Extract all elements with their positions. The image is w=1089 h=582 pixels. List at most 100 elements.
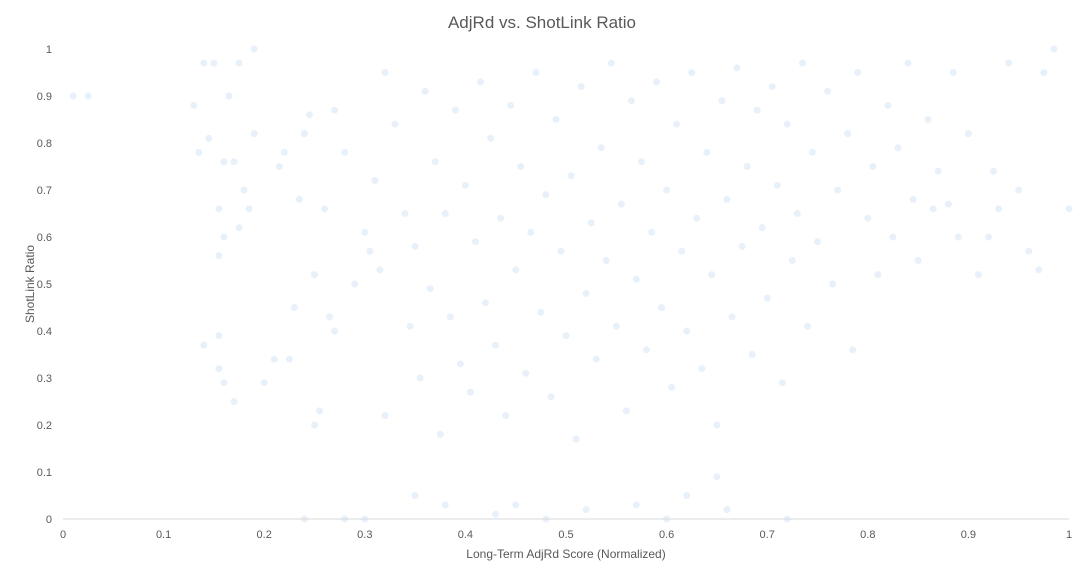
data-point <box>537 308 545 316</box>
data-point <box>305 111 313 119</box>
data-point <box>929 205 937 213</box>
data-point <box>220 233 228 241</box>
data-point <box>582 289 590 297</box>
x-tick-label: 0.9 <box>961 529 976 541</box>
data-point <box>738 242 746 250</box>
x-tick-label: 0.3 <box>357 529 372 541</box>
data-point <box>406 322 414 330</box>
x-tick-label: 0.7 <box>760 529 775 541</box>
data-point <box>512 266 520 274</box>
data-point <box>884 101 892 109</box>
data-point <box>627 97 635 105</box>
data-point <box>421 87 429 95</box>
data-point <box>225 92 233 100</box>
data-point <box>371 177 379 185</box>
y-tick-label: 0.6 <box>37 232 52 244</box>
data-point <box>678 247 686 255</box>
data-point <box>456 360 464 368</box>
x-tick-label: 0.1 <box>156 529 171 541</box>
data-point <box>612 322 620 330</box>
data-point <box>582 506 590 514</box>
data-point <box>522 369 530 377</box>
data-point <box>476 78 484 86</box>
data-point <box>904 59 912 67</box>
chart-title: AdjRd vs. ShotLink Ratio <box>448 13 636 32</box>
data-point <box>451 106 459 114</box>
data-point <box>572 435 580 443</box>
y-tick-label: 0.1 <box>37 467 52 479</box>
data-point <box>200 59 208 67</box>
x-tick-label: 1 <box>1066 529 1072 541</box>
data-point <box>728 313 736 321</box>
data-point <box>220 158 228 166</box>
data-point <box>788 257 796 264</box>
data-point <box>311 421 318 429</box>
data-point <box>990 167 998 175</box>
data-point <box>436 430 444 438</box>
data-point <box>381 412 389 420</box>
data-point <box>567 172 575 180</box>
data-point <box>1065 205 1073 213</box>
x-tick-label: 0.5 <box>558 529 573 541</box>
data-point <box>793 210 801 217</box>
data-point <box>195 148 203 156</box>
x-tick-label: 0.4 <box>458 529 473 541</box>
data-point <box>562 332 570 340</box>
x-tick-label: 0.2 <box>257 529 272 541</box>
data-point <box>773 181 781 189</box>
data-point <box>1050 45 1058 53</box>
data-point <box>270 355 278 363</box>
data-point <box>995 205 1003 213</box>
data-point <box>446 313 454 321</box>
data-point <box>723 506 731 514</box>
data-point <box>869 163 877 170</box>
data-point <box>708 271 716 279</box>
data-point <box>1015 186 1023 194</box>
data-point <box>713 473 721 481</box>
data-point <box>220 379 228 387</box>
data-point <box>597 144 605 152</box>
data-point <box>778 379 786 387</box>
data-point <box>703 148 711 156</box>
data-point <box>768 83 776 91</box>
data-point <box>985 233 993 241</box>
data-point <box>557 247 565 255</box>
data-point <box>376 266 384 274</box>
data-point <box>798 59 806 67</box>
data-point <box>743 163 751 170</box>
y-tick-label: 0.2 <box>37 420 52 432</box>
data-point <box>718 97 726 105</box>
data-point <box>698 365 706 373</box>
data-point <box>381 69 389 76</box>
data-point <box>492 510 500 518</box>
data-point <box>517 163 525 170</box>
data-point <box>844 130 852 138</box>
data-point <box>864 214 872 222</box>
data-point <box>426 285 434 293</box>
data-point <box>632 501 640 509</box>
data-point <box>235 224 243 232</box>
data-point <box>240 186 248 194</box>
data-point <box>874 271 882 279</box>
data-point <box>1025 247 1033 255</box>
data-point <box>758 224 766 232</box>
data-point <box>542 191 550 199</box>
y-tick-label: 0.8 <box>37 138 52 150</box>
data-point <box>668 383 676 391</box>
x-tick-label: 0.6 <box>659 529 674 541</box>
data-point <box>642 346 650 354</box>
data-point <box>944 200 952 208</box>
data-point <box>527 228 535 236</box>
y-tick-labels: 0 0.1 0.2 0.3 0.4 0.5 0.6 0.7 0.8 0.9 1 <box>37 44 52 526</box>
data-point <box>974 271 982 279</box>
data-point <box>954 233 962 241</box>
data-point <box>205 134 213 142</box>
data-point <box>366 247 374 255</box>
data-point <box>658 304 666 311</box>
data-point <box>431 158 439 166</box>
data-point <box>295 195 303 203</box>
data-point <box>300 130 308 138</box>
data-point <box>1040 69 1048 76</box>
data-point <box>215 332 223 340</box>
data-point <box>461 181 469 189</box>
